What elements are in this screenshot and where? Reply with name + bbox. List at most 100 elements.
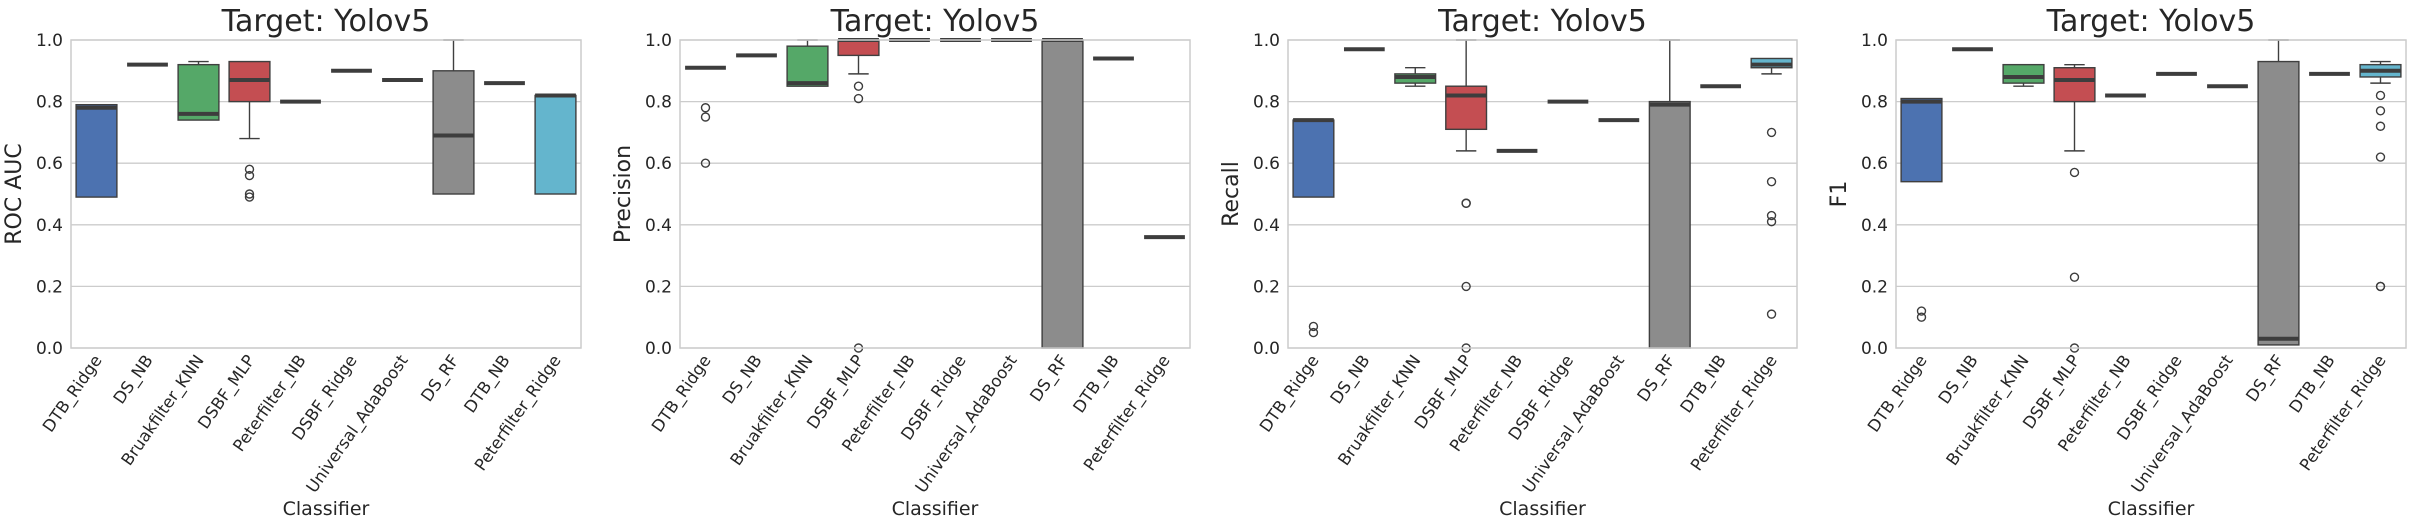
plot-area [1896,40,2406,348]
box-dtb-ridge [1900,97,1943,322]
y-tick-label: 0.4 [36,216,63,236]
y-tick-label: 0.4 [645,216,672,236]
x-tick-label: DS_NB [110,351,158,408]
x-tick-label: DS_NB [719,351,767,408]
outlier-point [1766,217,1777,227]
box-ds-rf [1041,38,1084,349]
outlier-point [2375,121,2386,131]
box-body [837,39,880,57]
x-tick-label: DS_NB [1935,351,1983,408]
outlier-point [1916,312,1927,322]
y-tick-label: 0.2 [645,277,672,297]
y-tick-label: 1.0 [1253,31,1280,51]
y-tick-label: 0.6 [1861,154,1888,174]
box-body [1648,100,1691,349]
outlier-point [1308,321,1319,332]
outlier-point [1461,281,1471,292]
outlier-point [2375,281,2386,292]
box-dtb-ridge [75,103,118,198]
outlier-point [700,112,711,122]
outlier-point [244,189,255,199]
box-bruakfilter-knn [1394,67,1437,87]
x-tick-label: DTB_Ridge [1864,351,1932,436]
x-tick-label: Universal_AdaBoost [302,351,412,497]
x-tick-label: Universal_AdaBoost [1519,351,1629,497]
box-bruakfilter-knn [786,39,829,87]
plot-area [680,40,1190,348]
x-tick-label: DS_RF [1026,351,1072,405]
chart-title: Target: Yolov5 [1437,4,1647,39]
x-tick-label: Universal_AdaBoost [911,351,1021,497]
outlier-point [1308,327,1319,338]
outlier-point [2375,90,2386,101]
x-tick-label: DS_RF [1633,351,1679,405]
y-tick-label: 0.2 [36,277,63,297]
x-tick-label: DTB_Ridge [39,351,107,436]
box-body [534,94,577,195]
plot-frame [70,39,582,349]
chart-title: Target: Yolov5 [830,4,1040,39]
y-tick-label: 0.6 [36,154,63,174]
y-tick-label: 0.6 [645,154,672,174]
y-axis-label: Recall [1219,161,1244,227]
box-dsbf-mlp [228,60,271,202]
x-axis-label: Classifier [283,498,370,520]
y-tick-label: 0.6 [1253,154,1280,174]
box-ds-rf [2257,39,2300,346]
plot-area [71,40,581,348]
y-tick-label: 0.8 [645,93,672,113]
outlier-point [700,158,711,168]
outlier-point [853,81,864,91]
outlier-point [1766,127,1777,138]
y-tick-label: 0.0 [645,339,672,359]
x-axis-label: Classifier [1499,498,1586,520]
box-body [177,63,220,121]
y-tick-label: 0.2 [1861,277,1888,297]
x-tick-label: DS_RF [417,351,463,405]
y-tick-label: 0.4 [1253,216,1280,236]
box-body [2053,67,2096,103]
x-tick-label: DTB_NB [1069,351,1123,417]
outlier-point [1766,176,1777,187]
plot-frame [1895,39,2407,349]
outlier-point [244,164,255,175]
plot-frame [1287,39,1798,349]
box-bruakfilter-knn [177,60,220,121]
chart-title: Target: Yolov5 [2046,4,2256,39]
outlier-point [853,93,864,104]
x-axis-label: Classifier [892,498,979,520]
y-tick-label: 0.0 [1253,339,1280,359]
box-ds-rf [432,39,475,195]
x-tick-label: DTB_NB [460,351,514,417]
outlier-point [1766,309,1777,319]
box-bruakfilter-knn [2002,63,2045,87]
plot-frame [679,39,1191,349]
box-dsbf-mlp [2053,63,2096,353]
y-axis-label: ROC AUC [2,143,27,244]
outlier-point [2375,152,2386,162]
box-body [2002,63,2045,84]
y-axis-label: Precision [611,145,636,243]
x-tick-label: DS_NB [1326,351,1374,408]
box-peterfilter-ridge [534,93,577,195]
box-body [1292,119,1335,198]
outlier-point [1461,198,1471,208]
x-tick-label: DTB_NB [1676,351,1730,417]
x-tick-label: DTB_Ridge [1256,351,1324,436]
outlier-point [2069,272,2080,282]
outlier-point [1766,210,1777,221]
box-peterfilter-ridge [2359,60,2402,292]
outlier-point [2375,106,2386,116]
y-tick-label: 0.4 [1861,216,1888,236]
outlier-point [700,103,711,113]
y-axis-label: F1 [1827,181,1852,208]
box-ds-rf [1648,39,1691,349]
plot-area [1288,40,1797,348]
x-tick-label: Universal_AdaBoost [2127,351,2237,497]
y-tick-label: 1.0 [1861,31,1888,51]
outlier-point [1916,306,1927,316]
chart-title: Target: Yolov5 [221,4,431,39]
box-body [1900,97,1943,183]
